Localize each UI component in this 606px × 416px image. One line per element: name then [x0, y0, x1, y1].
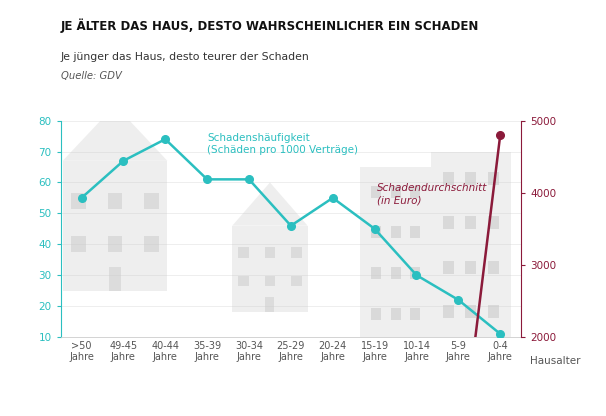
Text: Schadendurchschnitt
(in Euro): Schadendurchschnitt (in Euro): [377, 183, 487, 206]
Text: Je jünger das Haus, desto teurer der Schaden: Je jünger das Haus, desto teurer der Sch…: [61, 52, 309, 62]
Bar: [410, 267, 421, 279]
Text: Hausalter: Hausalter: [530, 356, 581, 366]
Bar: [371, 308, 381, 320]
Bar: [108, 236, 122, 252]
Bar: [232, 226, 308, 312]
Bar: [465, 172, 476, 185]
Bar: [391, 308, 401, 320]
Bar: [360, 167, 431, 337]
Bar: [108, 193, 122, 209]
Bar: [391, 267, 401, 279]
Bar: [238, 276, 249, 286]
Bar: [488, 216, 499, 229]
Bar: [371, 186, 381, 198]
Bar: [265, 276, 275, 286]
Bar: [238, 248, 249, 258]
Bar: [465, 261, 476, 274]
Text: Schadenshäufigkeit
(Schäden pro 1000 Verträge): Schadenshäufigkeit (Schäden pro 1000 Ver…: [207, 133, 358, 156]
Bar: [265, 297, 275, 312]
Bar: [291, 248, 302, 258]
Bar: [144, 193, 159, 209]
Bar: [465, 216, 476, 229]
Bar: [108, 267, 121, 291]
Text: Quelle: GDV: Quelle: GDV: [61, 71, 121, 81]
Bar: [431, 151, 511, 337]
Bar: [488, 172, 499, 185]
Bar: [391, 226, 401, 238]
Polygon shape: [232, 183, 308, 226]
Bar: [144, 236, 159, 252]
Bar: [465, 305, 476, 318]
Bar: [443, 216, 454, 229]
Bar: [265, 248, 275, 258]
Bar: [71, 236, 85, 252]
Bar: [410, 226, 421, 238]
Text: JE ÄLTER DAS HAUS, DESTO WAHRSCHEINLICHER EIN SCHADEN: JE ÄLTER DAS HAUS, DESTO WAHRSCHEINLICHE…: [61, 19, 479, 33]
Bar: [371, 226, 381, 238]
Bar: [443, 261, 454, 274]
Bar: [488, 261, 499, 274]
Bar: [71, 193, 85, 209]
Bar: [410, 186, 421, 198]
Bar: [391, 186, 401, 198]
Bar: [62, 161, 167, 291]
Bar: [488, 305, 499, 318]
Bar: [371, 267, 381, 279]
Bar: [443, 172, 454, 185]
Bar: [443, 305, 454, 318]
Polygon shape: [62, 105, 167, 161]
Bar: [410, 308, 421, 320]
Bar: [291, 276, 302, 286]
